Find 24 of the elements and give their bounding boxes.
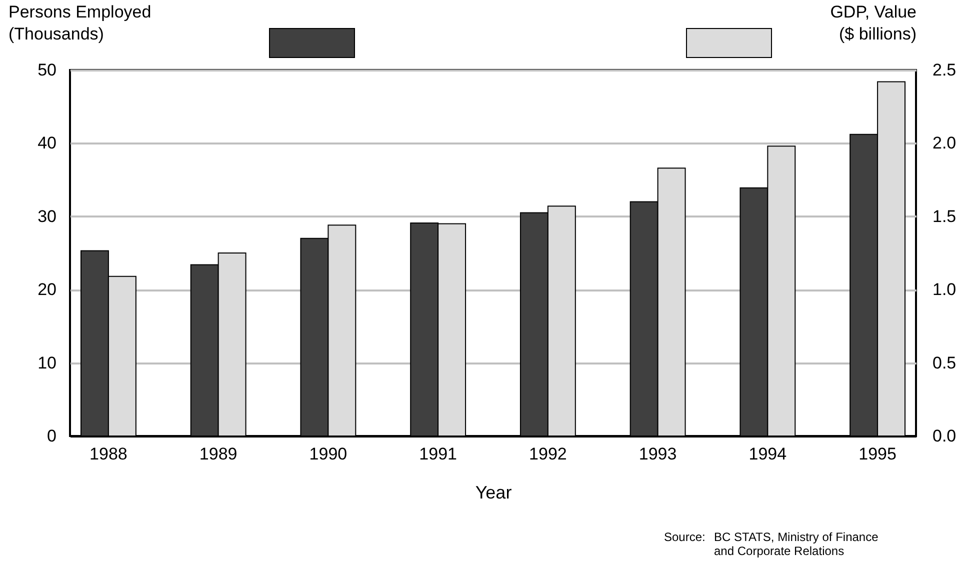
x-axis-title: Year bbox=[475, 482, 512, 502]
x-tick-label: 1989 bbox=[199, 444, 238, 464]
x-tick-label: 1994 bbox=[748, 444, 787, 464]
y-axis-title: Persons Employed (Thousands) bbox=[8, 2, 152, 44]
y-tick-label: 30 bbox=[38, 206, 56, 226]
y2-tick-label: 1.5 bbox=[932, 206, 956, 226]
y-tick-label: 10 bbox=[38, 353, 56, 372]
x-tick-label: 1992 bbox=[529, 444, 567, 464]
y-tick-label: 20 bbox=[38, 280, 56, 300]
x-tick-label: 1993 bbox=[638, 444, 677, 464]
x-tick-label: 1990 bbox=[309, 444, 348, 464]
y2-tick-label: 0.5 bbox=[932, 353, 956, 372]
x-tick-label: 1991 bbox=[419, 444, 457, 464]
y2-axis-title: GDP, Value ($ billions) bbox=[830, 2, 916, 44]
x-tick-label: 1988 bbox=[90, 444, 128, 464]
y-tick-label: 50 bbox=[38, 60, 56, 80]
source-note: Source: BC STATS, Ministry of Finance and Corporate Relations bbox=[664, 530, 878, 558]
y2-tick-label: 2.5 bbox=[932, 60, 956, 80]
x-tick-label: 1995 bbox=[858, 444, 896, 464]
y2-tick-label: 1.0 bbox=[932, 280, 956, 300]
y-tick-label: 0 bbox=[47, 426, 56, 446]
y2-tick-label: 2.0 bbox=[932, 134, 956, 153]
y2-tick-label: 0.0 bbox=[932, 426, 956, 446]
y-tick-label: 40 bbox=[38, 134, 56, 153]
